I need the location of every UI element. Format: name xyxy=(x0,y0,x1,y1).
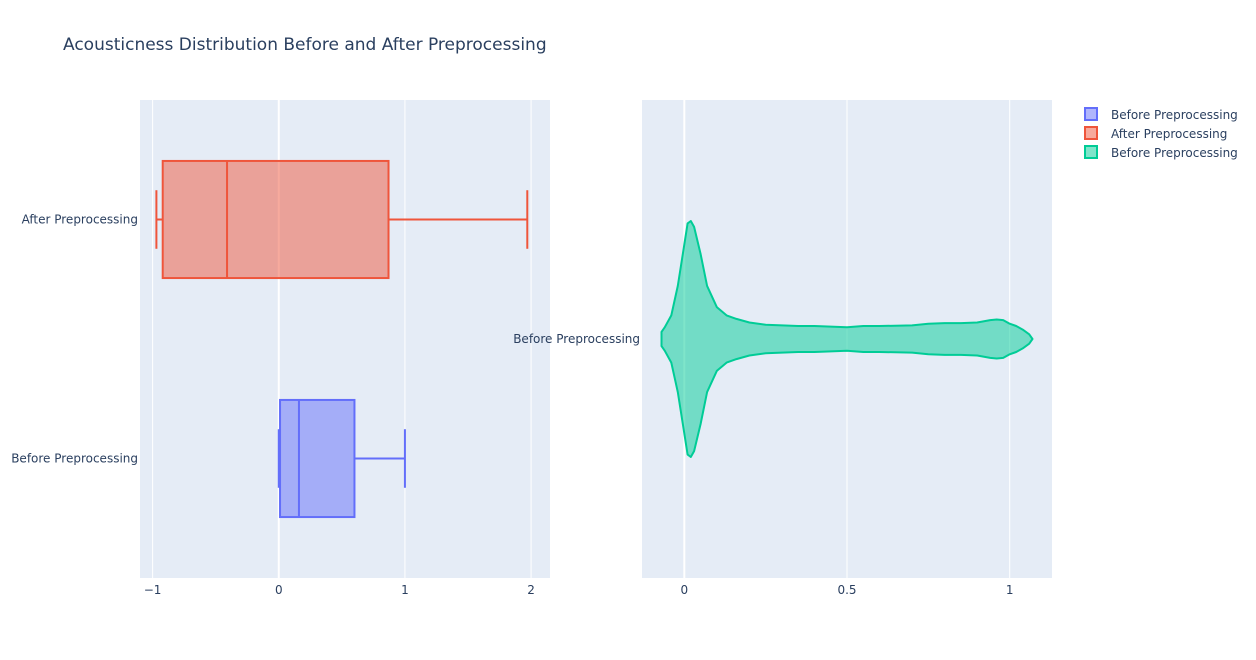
legend-swatch xyxy=(1084,126,1098,140)
legend[interactable]: Before Preprocessing After Preprocessing B… xyxy=(1084,107,1238,160)
legend-item[interactable]: Before Preprocessing xyxy=(1084,107,1238,122)
legend-item[interactable]: After Preprocessing xyxy=(1084,126,1227,141)
violin-plot-panel: 0 0.5 1 Before Preprocessing xyxy=(513,100,1052,597)
x-tick-label: 0 xyxy=(680,583,688,597)
x-tick-label: 0 xyxy=(275,583,283,597)
box-iqr xyxy=(279,398,356,519)
legend-label: Before Preprocessing xyxy=(1111,146,1238,160)
x-tick-label: 2 xyxy=(527,583,535,597)
legend-item[interactable]: Before Preprocessing xyxy=(1084,145,1238,160)
x-tick-label: 1 xyxy=(401,583,409,597)
x-tick-label: 0.5 xyxy=(837,583,856,597)
x-tick-label: 1 xyxy=(1006,583,1014,597)
legend-swatch xyxy=(1084,107,1098,121)
legend-swatch xyxy=(1084,145,1098,159)
y-category-label: After Preprocessing xyxy=(22,213,138,227)
box-before xyxy=(277,398,406,519)
box-plot-panel: −1 0 1 2 After Preprocessing Before Preproces… xyxy=(11,100,550,597)
chart-title: Acousticness Distribution Before and Aft… xyxy=(63,35,547,55)
legend-label: Before Preprocessing xyxy=(1111,108,1238,122)
y-category-label: Before Preprocessing xyxy=(11,452,138,466)
x-tick-label: −1 xyxy=(144,583,162,597)
box-after xyxy=(155,159,529,280)
violin-shape xyxy=(660,220,1034,458)
legend-label: After Preprocessing xyxy=(1111,127,1227,141)
box-iqr xyxy=(161,159,390,280)
y-category-label: Before Preprocessing xyxy=(513,332,640,346)
